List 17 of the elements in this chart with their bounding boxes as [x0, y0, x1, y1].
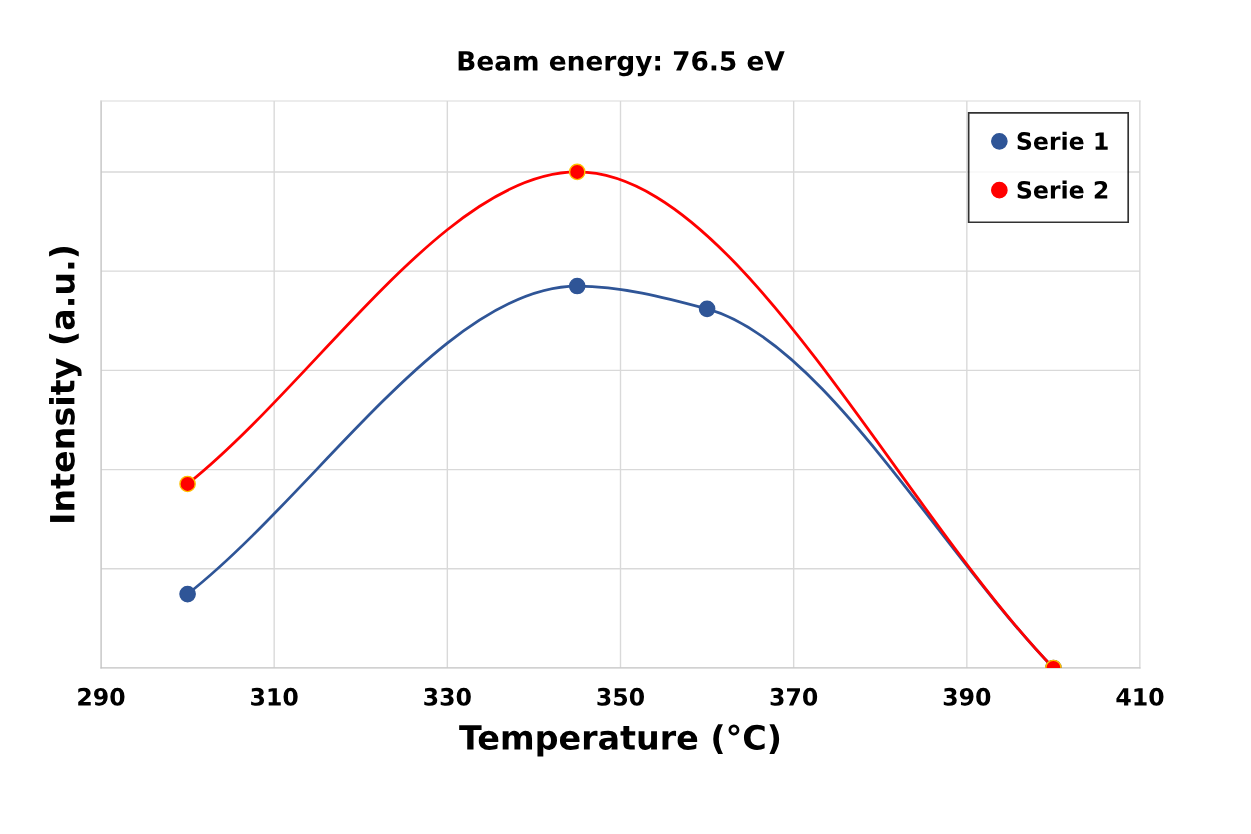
x-tick-label: 350: [597, 687, 645, 706]
x-tick-label: 330: [424, 687, 471, 706]
chart-title: Beam energy: 76.5 eV: [458, 50, 785, 77]
point: [698, 300, 716, 318]
point: [179, 585, 196, 603]
x-tick-label: 390: [943, 687, 991, 706]
x-tick-label: 310: [251, 687, 298, 706]
legend-label: Serie 2: [1017, 180, 1108, 199]
point: [568, 163, 586, 181]
point: [568, 277, 586, 295]
point: [179, 475, 196, 493]
y-axis-title: Intensity (a.u.): [49, 246, 82, 522]
x-axis-title: Temperature (°C): [459, 724, 780, 757]
x-tick-label: 290: [78, 687, 125, 706]
legend-label: Serie 1: [1017, 131, 1108, 150]
x-tick-label: 370: [770, 687, 818, 706]
x-tick-label: 410: [1116, 687, 1164, 706]
